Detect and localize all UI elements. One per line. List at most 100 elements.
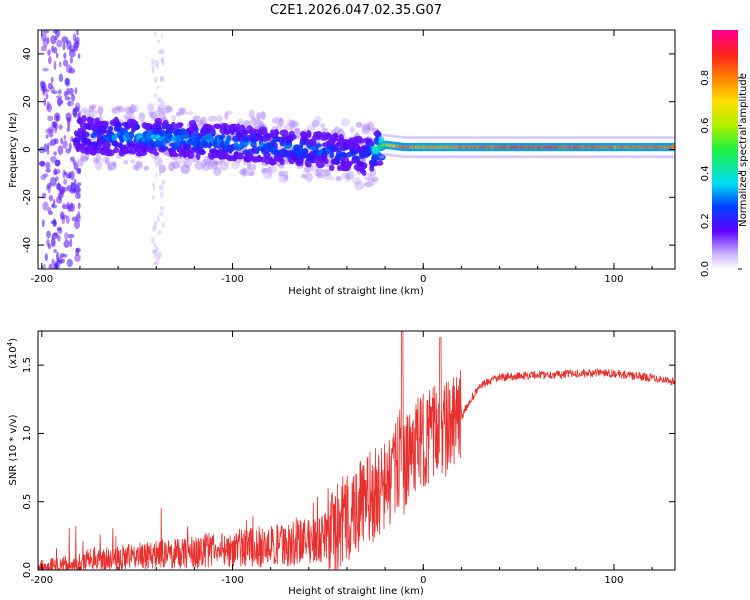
spectral-blob [172,160,181,169]
spectral-blob [311,120,320,128]
spectral-blob [147,103,155,113]
spectral-blob [179,107,187,115]
spectral-blob [76,160,84,166]
spectral-blob [74,253,81,262]
spectral-blob [83,138,88,146]
snr-x-ticks: -200 -100 0 100 [30,331,653,586]
spectral-blob [60,214,68,219]
spectral-blob [328,164,335,171]
spectral-blob [53,60,57,71]
spectral-blob [48,263,53,269]
spectral-blob [111,107,118,114]
spectral-blob [132,164,138,170]
spectral-blob [45,161,51,170]
spectral-blob [355,137,365,144]
spectral-blob [345,171,355,180]
spectral-blob [157,97,161,103]
spectral-blob [179,130,187,135]
spectral-blob [56,257,59,264]
snr-panel: 0.0 0.5 1.0 1.5 -200 -100 0 100 SNR (10 * v/v)… [6,330,676,597]
spectral-blob [154,254,158,259]
spectral-blob [264,167,272,172]
spectral-blob [372,176,379,183]
spectral-blob [185,111,194,116]
spectral-blob [334,158,340,165]
spectral-blob [43,97,47,107]
spectral-blob [153,151,159,156]
spectral-blob [165,106,173,113]
spectral-blob [315,143,322,148]
x-tick-label: -100 [221,575,244,586]
spectral-blob [47,243,52,250]
spectral-blob [123,159,129,165]
spectral-blob [77,110,83,115]
spectral-blob [151,110,160,118]
spectrogram-y-label: Frequency (Hz) [8,112,19,188]
spectral-blob [159,191,164,198]
spectral-blob [171,152,180,157]
spectral-blob [45,88,50,93]
spectral-blob [672,155,675,159]
spectral-blob [97,106,104,115]
spectral-blob [156,65,159,70]
spectral-blob [264,156,270,165]
spectral-blob [151,249,155,254]
spectral-blob [153,93,157,98]
spectral-blob [77,53,81,59]
spectral-blob [50,176,57,187]
spectral-blob [202,140,209,149]
spectral-blob [305,161,312,168]
spectral-blob [320,123,325,129]
spectral-blob [201,163,210,172]
spectrogram-x-label: Height of straight line (km) [288,286,424,297]
spectral-blob [180,164,190,175]
spectral-blob [63,135,67,140]
spectral-blob [129,131,134,140]
spectral-blob [251,116,256,121]
spectral-blob [62,43,66,51]
spectral-blob [157,251,163,259]
spectral-blob [314,116,322,123]
y-tick-label: 40 [22,48,33,61]
spectral-blob [187,152,195,159]
spectral-blob [278,174,289,184]
spectral-blob [152,243,158,248]
spectral-blob [113,147,120,154]
spectral-blob [158,111,167,121]
spectral-blob [42,67,49,72]
spectral-blob [155,171,158,179]
spectral-blob [45,93,49,100]
spectral-blob [100,120,109,127]
spectral-blob [66,258,73,268]
spectral-blob [69,202,74,209]
spectral-blob [211,128,216,137]
spectral-blob [81,107,88,114]
spectral-blob [362,123,370,131]
spectral-blob [148,111,154,117]
spectral-blob [224,110,233,116]
spectral-blob [213,123,222,129]
spectral-blob [135,161,144,170]
spectral-blob [236,152,244,158]
spectral-blob [38,161,46,166]
spectral-blob [59,185,66,195]
spectral-blob [74,41,80,46]
spectral-blob [157,39,161,44]
spectral-blob [199,148,205,155]
spectral-blob [68,67,76,74]
spectral-blob [335,176,342,181]
spectral-blob [55,52,59,59]
spectral-blob [271,117,282,124]
spectral-blob [304,172,313,182]
spectral-blob [267,164,277,174]
spectral-blob [49,140,53,147]
spectral-blob [291,121,299,127]
spectral-blob [175,111,181,117]
spectral-blob [47,56,52,65]
spectral-blob [183,160,192,168]
spectral-blob [332,132,339,140]
snr-y-ticks: 0.0 0.5 1.0 1.5 [22,357,675,578]
spectral-blob [158,158,162,163]
spectral-blob [158,164,166,174]
spectral-blob [75,247,81,253]
